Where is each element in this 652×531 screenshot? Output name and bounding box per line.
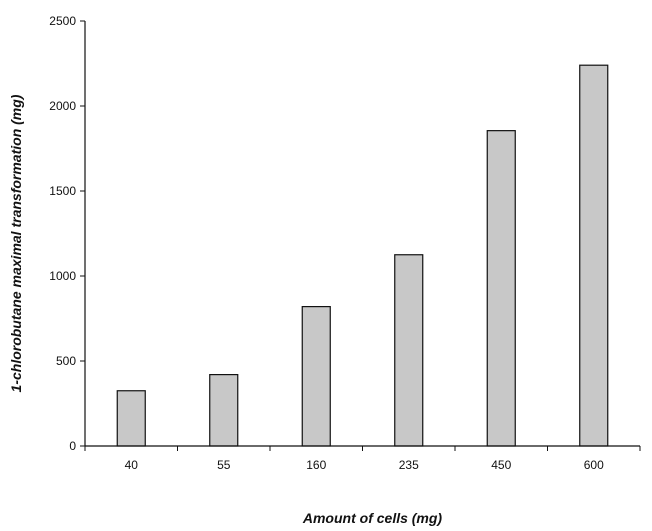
y-tick-label: 1500 [49,184,76,198]
x-axis-title: Amount of cells (mg) [302,510,443,526]
x-tick-label: 450 [491,458,511,472]
bar-600 [579,64,609,447]
y-axis-ticks: 0 500 1000 1500 2000 2500 [49,14,85,453]
x-tick-label: 235 [399,458,419,472]
bars [116,64,609,447]
x-axis-ticks: 40 55 160 235 450 600 [84,446,641,472]
bar-160 [301,306,331,447]
bar-40 [116,390,146,447]
bar-235 [394,254,424,447]
x-tick-label: 55 [217,458,231,472]
x-tick-label: 160 [306,458,326,472]
bar-55 [209,374,239,447]
x-tick-label: 40 [125,458,139,472]
y-tick-label: 1000 [49,269,76,283]
bar-450 [486,130,516,447]
y-tick-label: 2500 [49,14,76,28]
x-tick-label: 600 [584,458,604,472]
y-tick-label: 0 [69,439,76,453]
y-tick-label: 500 [56,354,76,368]
y-axis-title: 1-chlorobutane maximal transformation (m… [8,94,24,392]
y-tick-label: 2000 [49,99,76,113]
